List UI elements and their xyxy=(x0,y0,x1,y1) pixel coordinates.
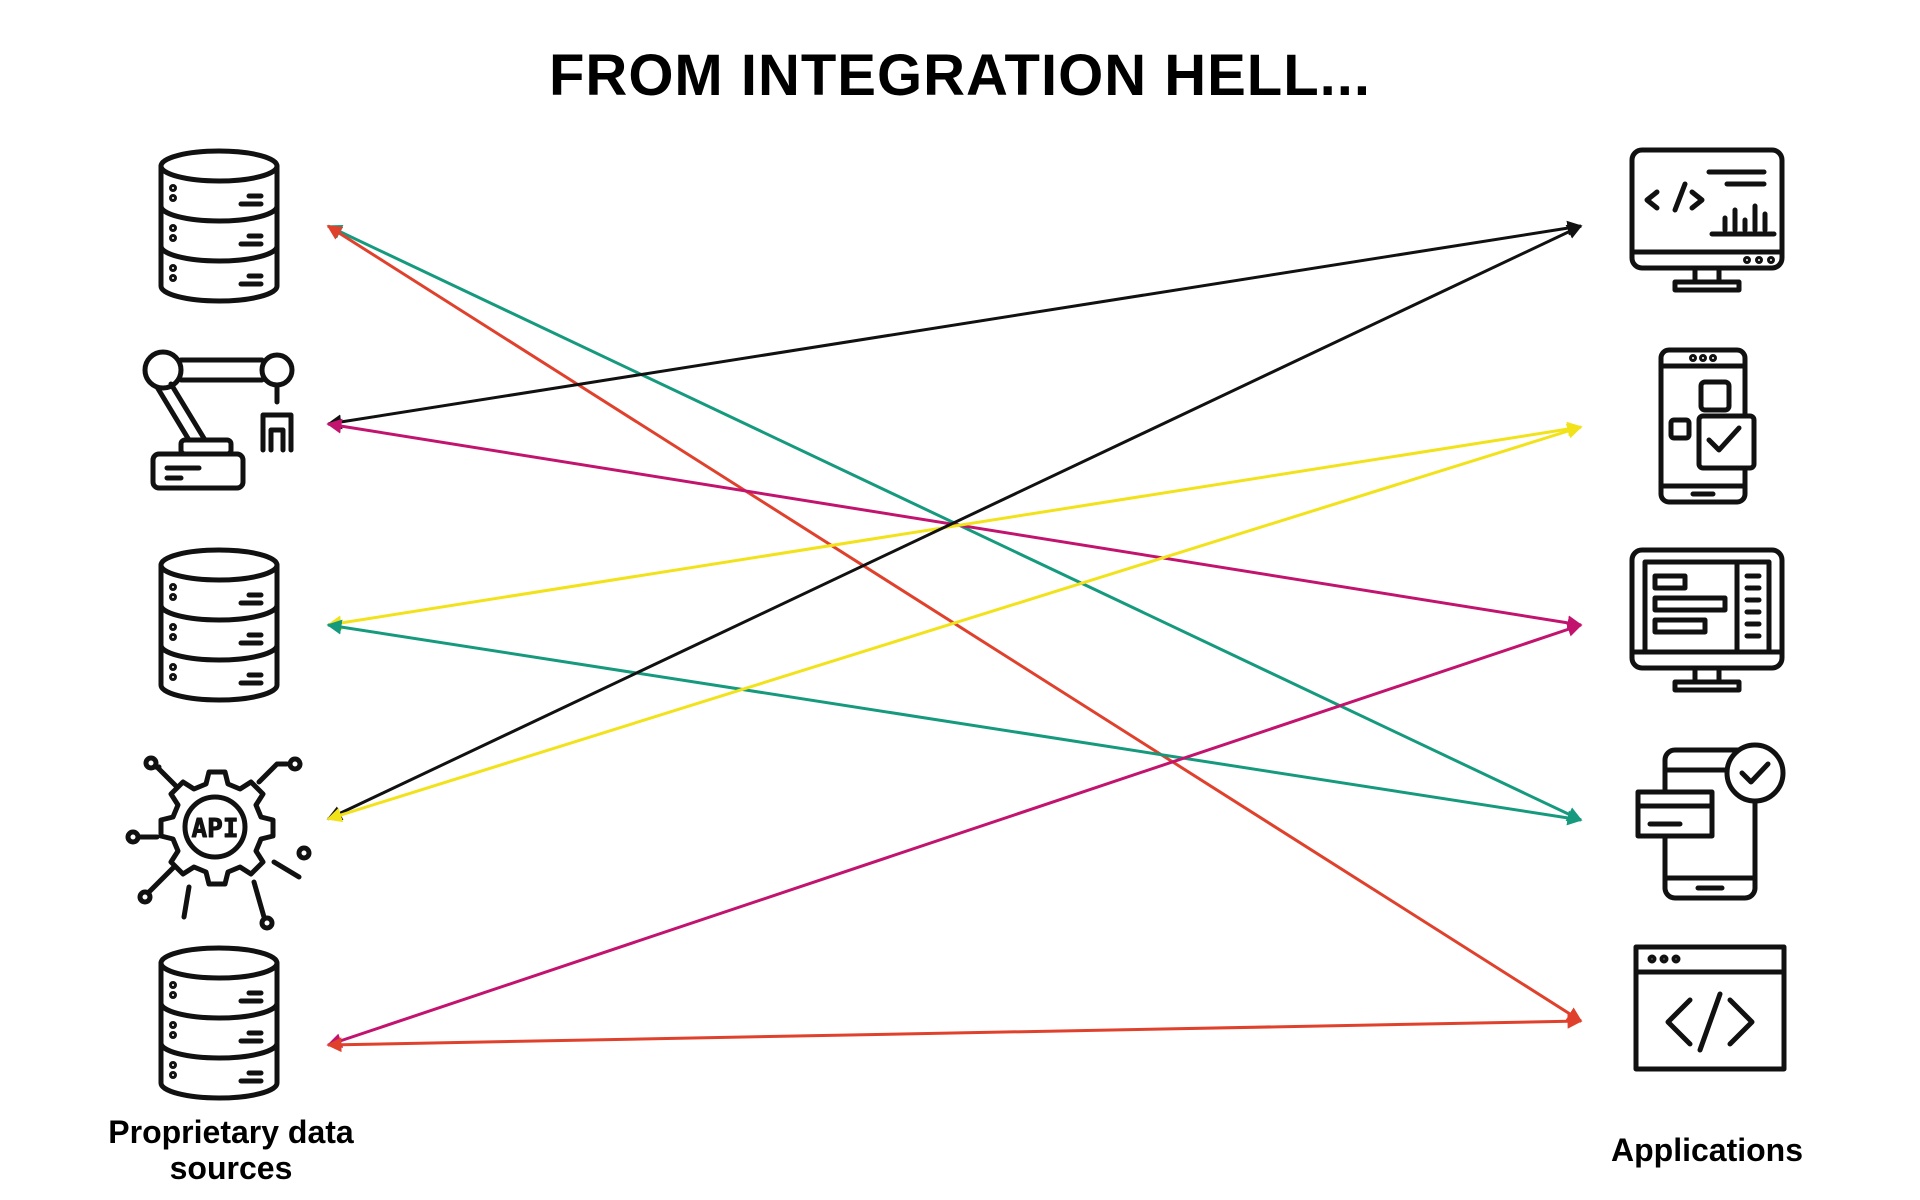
database-icon xyxy=(161,151,277,301)
connector xyxy=(326,220,1583,430)
connector xyxy=(326,619,1583,826)
api-icon: API xyxy=(125,755,312,931)
connector xyxy=(326,423,1583,823)
database-icon xyxy=(161,948,277,1098)
left-label: Proprietary data sources xyxy=(108,1114,354,1186)
monitor-dashboard-icon xyxy=(1629,547,1785,693)
mobile-app-icon xyxy=(1658,347,1757,505)
connector xyxy=(326,622,1583,1048)
right-label: Applications xyxy=(1610,1132,1803,1168)
mobile-payment-icon xyxy=(1635,742,1786,901)
robot-arm-icon xyxy=(142,349,295,491)
connector xyxy=(326,1013,1583,1053)
svg-text:API: API xyxy=(192,814,239,844)
title: FROM INTEGRATION HELL... xyxy=(549,43,1371,108)
code-window-icon xyxy=(1633,944,1787,1072)
monitor-analytics-icon xyxy=(1629,147,1785,293)
database-icon xyxy=(161,550,277,700)
